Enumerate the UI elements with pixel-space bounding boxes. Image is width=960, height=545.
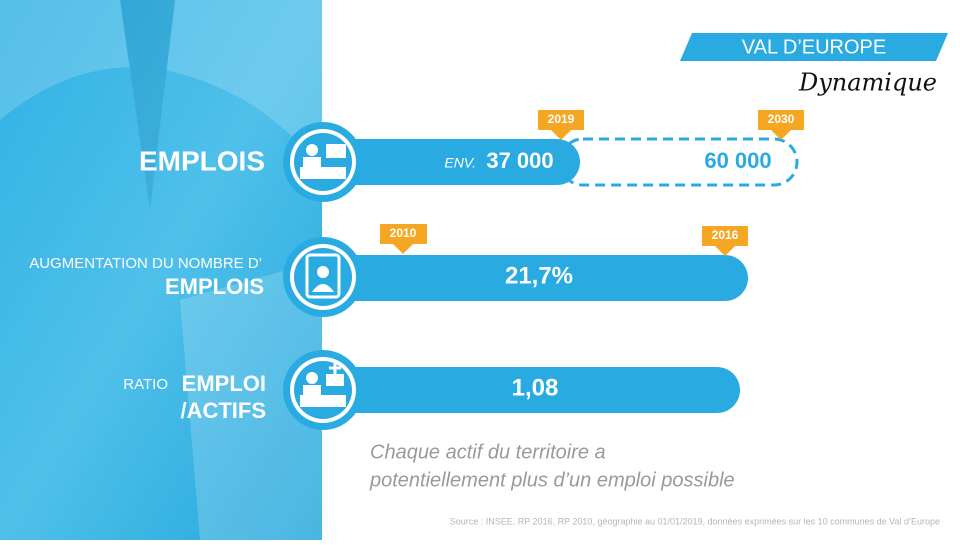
tag: 2016 [702, 226, 748, 256]
value: 1,08 [512, 374, 559, 401]
photo-panel [0, 0, 322, 540]
row-label: EMPLOI [182, 371, 266, 396]
source: Source : INSEE, RP 2016, RP 2010, géogra… [450, 516, 940, 526]
bar [330, 255, 748, 301]
icon [283, 350, 363, 430]
title-ribbon [680, 33, 948, 61]
photo-texture [0, 0, 322, 540]
tag-label: 2016 [712, 228, 739, 242]
note: potentiellement plus d’un emploi possibl… [369, 469, 735, 491]
tag-label: 2010 [390, 226, 417, 240]
bar [330, 139, 580, 185]
tag: 2010 [380, 224, 427, 254]
row-label: EMPLOIS [139, 145, 265, 176]
value-prefix: ENV. [444, 155, 476, 171]
tag-label: 2019 [548, 112, 575, 126]
icon [283, 237, 363, 317]
tag-label: 2030 [768, 112, 795, 126]
bar [330, 367, 740, 413]
note: Chaque actif du territoire a [370, 441, 606, 463]
row-label: /ACTIFS [180, 398, 266, 423]
icon [283, 122, 363, 202]
value: 37 000 [486, 148, 553, 173]
value: 21,7% [505, 262, 573, 289]
subtitle: Dynamique [798, 69, 937, 97]
tag: 2030 [758, 110, 804, 140]
row-label: AUGMENTATION DU NOMBRE D’ [29, 255, 262, 272]
tag: 2019 [538, 110, 584, 140]
row-label: RATIO [123, 376, 168, 393]
title: VAL D’EUROPE [742, 36, 886, 58]
row-label: EMPLOIS [165, 274, 264, 299]
target-value: 60 000 [704, 148, 771, 173]
